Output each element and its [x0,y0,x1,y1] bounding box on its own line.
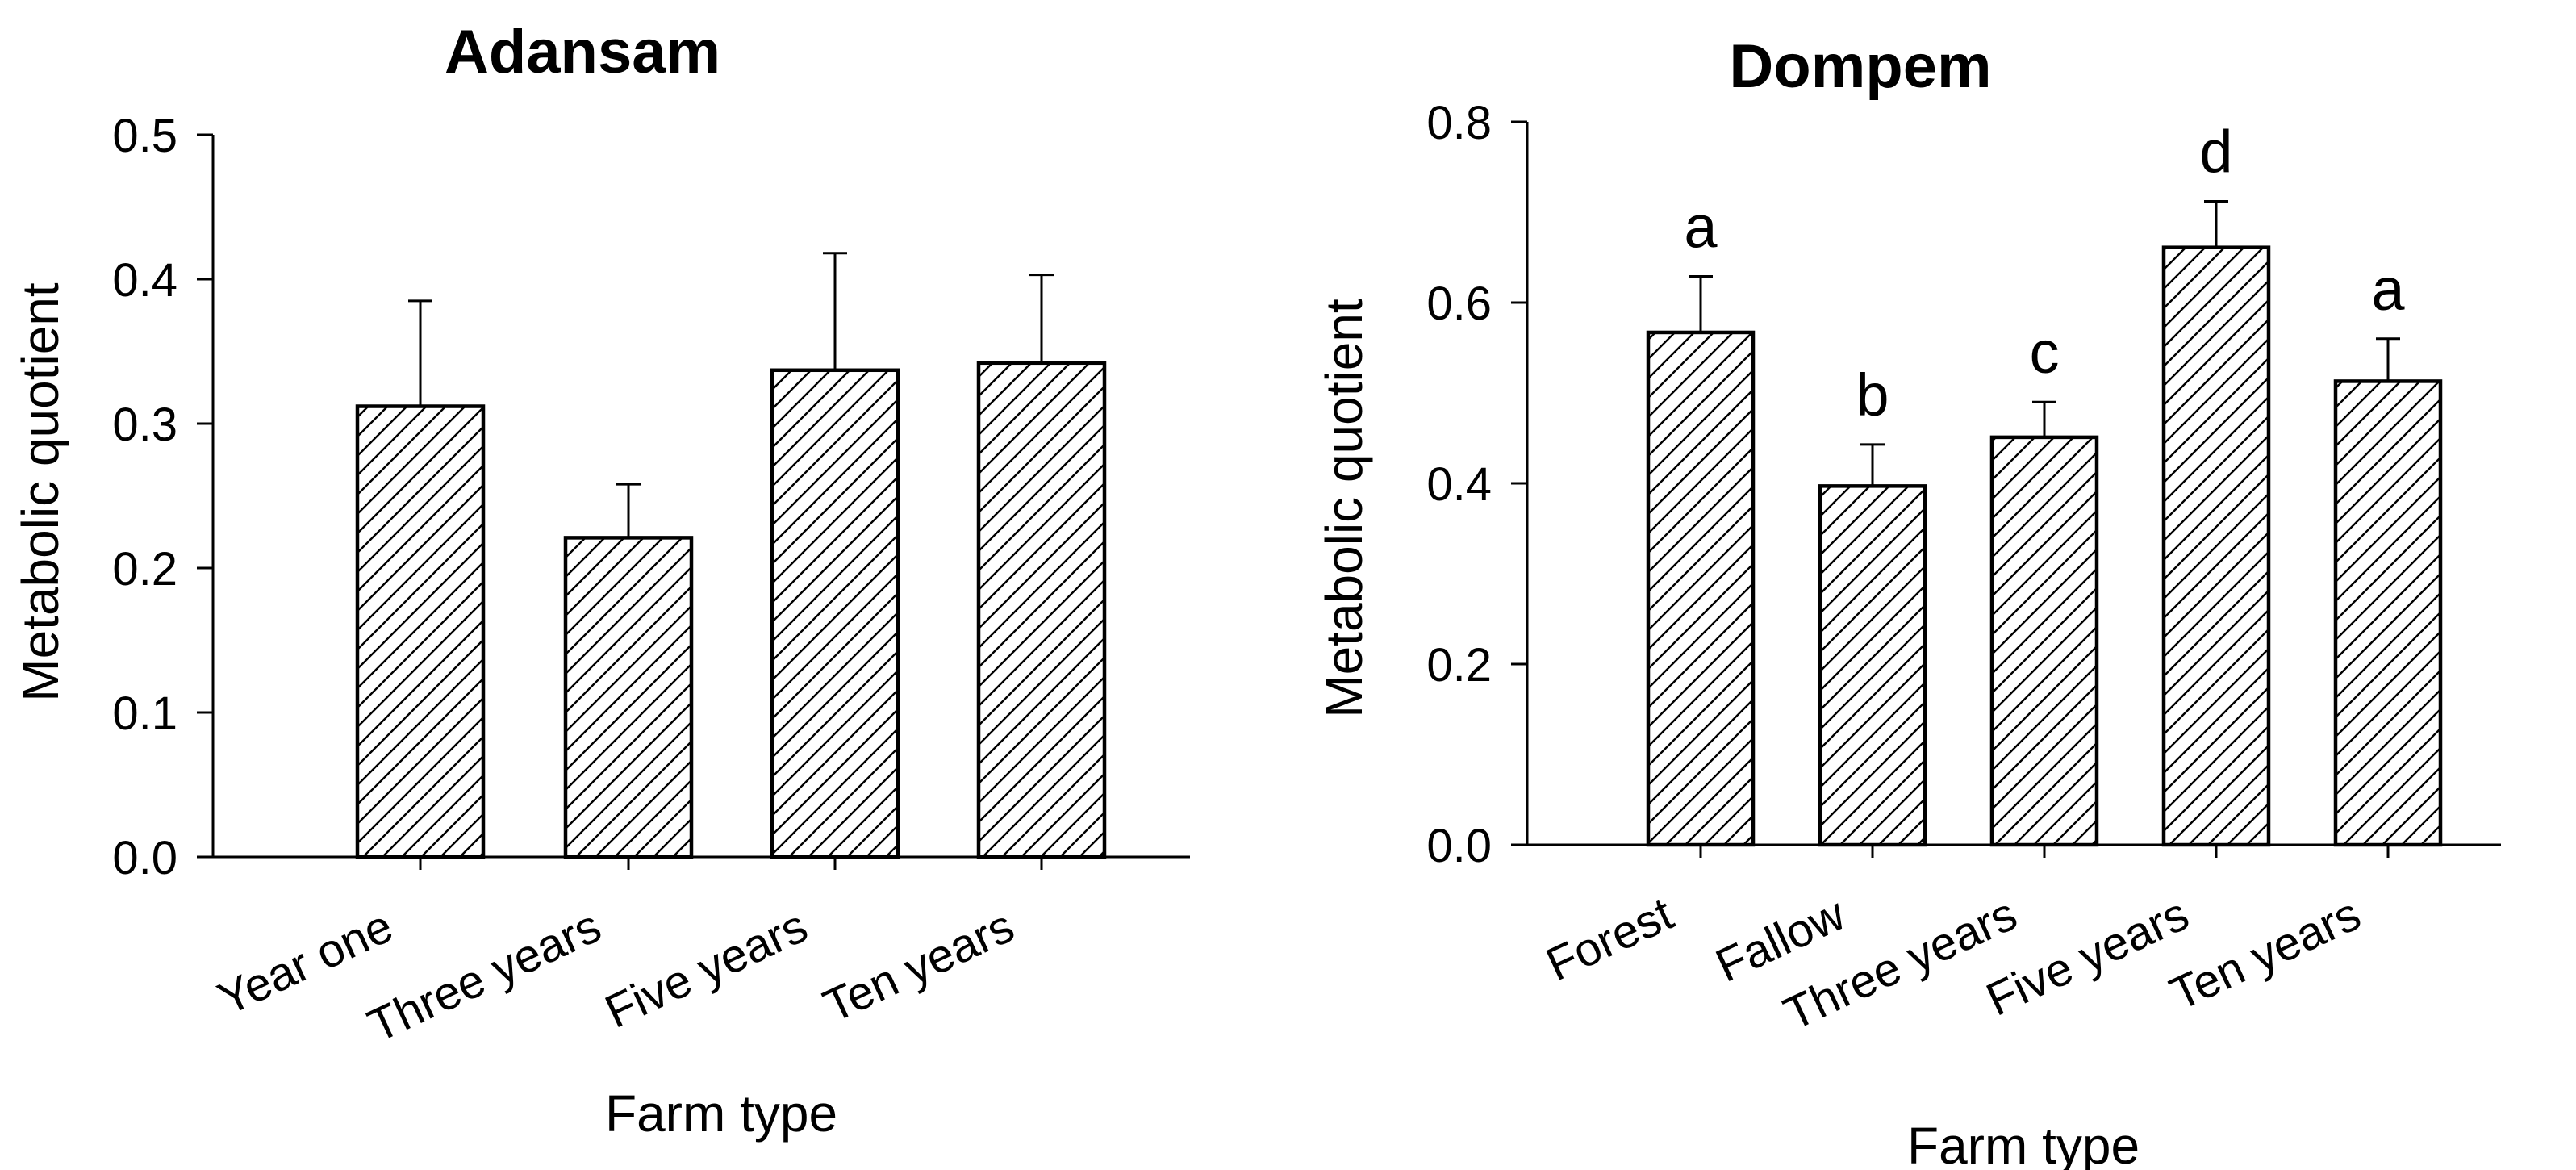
y-axis-label: Metabolic quotient [11,282,69,702]
x-axis-label: Farm type [1907,1117,2140,1170]
x-tick-label-forest: Forest [1539,888,1680,991]
x-tick-label-five-years: Five years [598,900,816,1038]
sig-letter-ten-years: a [2371,256,2405,323]
y-tick-label-0.3: 0.3 [112,399,177,451]
y-tick-label-0.1: 0.1 [112,687,177,740]
bar-forest [1646,330,1756,847]
y-tick-label-0.8: 0.8 [1426,97,1492,149]
panel-title-adansam: Adansam [445,18,720,86]
x-tick-label-ten-years: Ten years [2162,888,2368,1021]
bar-fallow [1818,484,1927,847]
y-tick-label-0.2: 0.2 [1426,639,1492,692]
y-tick-label-0.0: 0.0 [112,832,177,884]
y-tick-label-0.4: 0.4 [1426,458,1492,511]
y-tick-label-0.6: 0.6 [1426,278,1492,330]
bar-ten-years [976,361,1107,859]
bar-five-years [2161,245,2271,847]
panel-title-dompem: Dompem [1729,32,1991,101]
bar-three-years [563,536,694,859]
bar-year-one [355,404,486,859]
sig-letter-three-years: c [2030,319,2060,386]
bar-five-years [770,368,900,859]
y-tick-label-0.5: 0.5 [112,110,177,162]
y-tick-label-0.4: 0.4 [112,254,177,307]
x-tick-label-three-years: Three years [361,900,609,1053]
bar-three-years [1989,435,2099,847]
y-tick-label-0.0: 0.0 [1426,820,1492,872]
sig-letter-fallow: b [1856,361,1889,428]
x-tick-label-ten-years: Ten years [816,900,1021,1033]
sig-letter-forest: a [1684,194,1718,261]
bar-ten-years [2333,379,2443,847]
sig-letter-five-years: d [2199,119,2232,186]
x-axis-label: Farm type [605,1084,837,1143]
y-tick-label-0.2: 0.2 [112,543,177,595]
y-axis-label: Metabolic quotient [1315,299,1373,718]
